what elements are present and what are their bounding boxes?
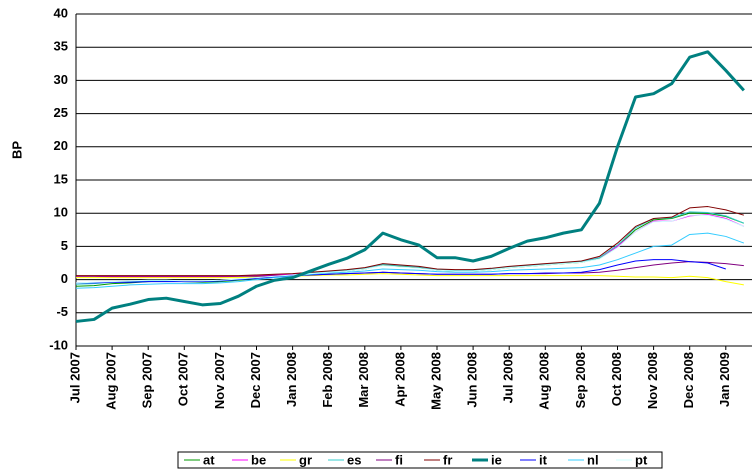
y-tick-label: 30 <box>54 72 68 87</box>
x-tick-label: Jan 2008 <box>284 352 299 407</box>
legend-label: pt <box>635 452 648 467</box>
legend-label: fr <box>443 452 452 467</box>
legend-label: es <box>347 452 361 467</box>
x-tick-label: Oct 2007 <box>176 352 191 406</box>
x-tick-label: Apr 2008 <box>392 352 407 407</box>
legend-label: it <box>539 452 548 467</box>
y-tick-label: 20 <box>54 138 68 153</box>
y-tick-label: 35 <box>54 39 68 54</box>
x-tick-label: Dec 2007 <box>248 352 263 408</box>
series-line <box>76 206 744 277</box>
x-tick-label: Jul 2008 <box>501 352 516 403</box>
legend-label: at <box>203 452 215 467</box>
legend <box>177 451 663 469</box>
y-tick-label: 10 <box>54 205 68 220</box>
y-tick-label: 0 <box>61 271 68 286</box>
legend-label: gr <box>299 452 312 467</box>
legend-label: ie <box>491 452 502 467</box>
x-tick-label: Mar 2008 <box>356 352 371 408</box>
series-line <box>75 214 745 284</box>
x-tick-label: Oct 2008 <box>609 352 624 406</box>
series-line <box>76 259 726 284</box>
x-tick-label: Nov 2007 <box>212 352 227 409</box>
legend-label: fi <box>395 452 403 467</box>
x-tick-label: Aug 2008 <box>537 352 552 410</box>
x-tick-label: May 2008 <box>428 352 443 410</box>
x-tick-label: Jul 2007 <box>67 352 82 403</box>
x-tick-label: Jun 2008 <box>465 352 480 408</box>
x-tick-label: Sep 2008 <box>573 352 588 408</box>
y-tick-label: 25 <box>54 105 68 120</box>
x-tick-label: Dec 2008 <box>681 352 696 408</box>
x-tick-label: Jan 2009 <box>717 352 732 407</box>
y-tick-label: 5 <box>61 238 68 253</box>
x-tick-label: Sep 2007 <box>140 352 155 408</box>
y-axis-label: BP <box>9 141 24 159</box>
series-line <box>75 50 745 323</box>
x-tick-label: Aug 2007 <box>104 352 119 410</box>
plot-lines <box>75 50 745 323</box>
legend-label: be <box>251 452 266 467</box>
series-line <box>76 273 744 286</box>
y-tick-label: -5 <box>56 304 68 319</box>
series-line <box>75 232 745 289</box>
series-line <box>76 261 744 277</box>
y-tick-label: -10 <box>49 337 68 352</box>
y-tick-label: 15 <box>54 171 68 186</box>
x-tick-label: Nov 2008 <box>645 352 660 409</box>
legend-label: nl <box>587 452 599 467</box>
x-tick-label: Feb 2008 <box>320 352 335 408</box>
y-tick-label: 40 <box>54 5 68 20</box>
